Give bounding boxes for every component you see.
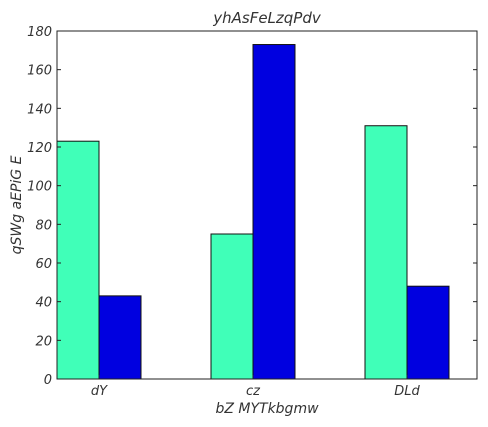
y-tick-label: 160 <box>27 64 52 79</box>
y-tick-label: 120 <box>27 141 52 156</box>
y-tick-label: 80 <box>35 218 52 233</box>
bar-dY-series-2 <box>98 295 142 380</box>
x-axis-label: bZ MYTkbgmw <box>215 401 319 417</box>
y-tick-label: 180 <box>27 25 52 40</box>
y-tick-label: 20 <box>35 334 52 349</box>
y-tick-label: 100 <box>27 180 52 195</box>
x-tick-label-cz: cz <box>246 384 261 399</box>
x-tick-label-DLd: DLd <box>394 384 420 399</box>
bars-group <box>56 44 450 380</box>
y-tick-label: 60 <box>35 257 52 272</box>
y-tick-label: 140 <box>27 102 52 117</box>
bar-dY-series-1 <box>56 140 100 380</box>
bar-cz-series-2 <box>252 44 296 380</box>
plot-area-frame <box>56 30 478 380</box>
y-axis-label: qSWg aEPiG E <box>9 155 25 254</box>
x-tick-label-dY: dY <box>91 384 108 399</box>
y-axis-ticks: 0 20 40 60 80 100 120 140 160 180 <box>27 25 477 388</box>
x-axis-ticks: dY cz DLd <box>91 375 420 399</box>
bar-cz-series-1 <box>210 233 254 380</box>
bar-DLd-series-1 <box>364 125 408 380</box>
y-tick-label: 0 <box>44 373 52 388</box>
bar-DLd-series-2 <box>406 285 450 380</box>
y-tick-label: 40 <box>35 296 52 311</box>
chart-title: yhAsFeLzqPdv <box>212 9 322 27</box>
